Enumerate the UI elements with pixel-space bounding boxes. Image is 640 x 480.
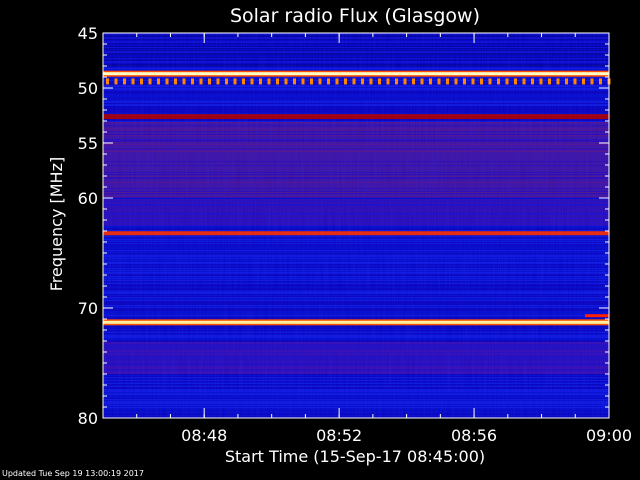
pulse-mark (318, 78, 322, 85)
pulse-mark (182, 78, 186, 85)
pulse-mark (437, 78, 441, 85)
pulse-mark (463, 78, 466, 85)
pulse-mark (344, 78, 347, 85)
pulse-mark (412, 78, 415, 85)
pulse-mark (420, 78, 424, 85)
pulse-mark (233, 78, 237, 85)
pulse-mark (369, 78, 373, 85)
pulse-mark (590, 78, 594, 85)
updated-timestamp: Updated Tue Sep 19 13:00:19 2017 (2, 469, 144, 478)
pulse-mark (284, 78, 288, 85)
band (103, 114, 609, 120)
pulse-mark (361, 78, 364, 85)
pulse-mark (148, 78, 152, 85)
pulsed-band (106, 78, 611, 85)
y-tick-label: 70 (78, 299, 98, 318)
chart-title: Solar radio Flux (Glasgow) (230, 5, 480, 27)
y-tick-label: 55 (78, 134, 98, 153)
pulse-mark (403, 78, 407, 85)
band-core (103, 320, 609, 324)
pulse-mark (488, 78, 492, 85)
pulse-mark (276, 78, 279, 85)
pulse-mark (157, 78, 160, 85)
pulse-mark (225, 78, 228, 85)
band-core (103, 72, 609, 76)
frequency-bands (103, 70, 611, 326)
pulse-mark (548, 78, 551, 85)
pulse-mark (565, 78, 568, 85)
x-tick-label: 08:56 (451, 426, 497, 445)
pulse-mark (335, 78, 339, 85)
pulse-mark (505, 78, 509, 85)
pulse-mark (140, 78, 143, 85)
pulse-mark (454, 78, 458, 85)
pulse-mark (310, 78, 313, 85)
pulse-mark (327, 78, 330, 85)
pulse-mark (522, 78, 526, 85)
band-segment (585, 314, 609, 318)
y-tick-label: 80 (78, 409, 98, 428)
y-axis-label: Frequency [MHz] (47, 157, 66, 291)
pulse-mark (378, 78, 381, 85)
pulse-mark (514, 78, 517, 85)
pulse-mark (539, 78, 543, 85)
pulse-mark (556, 78, 560, 85)
pulse-mark (386, 78, 390, 85)
pulse-mark (250, 78, 254, 85)
y-tick-label: 50 (78, 79, 98, 98)
pulse-mark (599, 78, 602, 85)
pulse-mark (191, 78, 194, 85)
pulse-mark (208, 78, 211, 85)
x-tick-label: 08:48 (181, 426, 227, 445)
x-tick-label: 09:00 (586, 426, 632, 445)
pulse-mark (497, 78, 500, 85)
pulse-mark (123, 78, 126, 85)
axes: 45 50 55 60 70 80 08:48 08:52 08:56 09:00 (78, 24, 632, 445)
pulse-mark (471, 78, 475, 85)
pulse-mark (301, 78, 305, 85)
pulse-mark (165, 78, 169, 85)
pulse-mark (352, 78, 356, 85)
pulse-mark (259, 78, 262, 85)
noise-texture (103, 33, 609, 418)
pulse-mark (395, 78, 398, 85)
pulse-mark (480, 78, 483, 85)
pulse-mark (216, 78, 220, 85)
pulse-mark (573, 78, 577, 85)
pulse-mark (267, 78, 271, 85)
x-axis-label: Start Time (15-Sep-17 08:45:00) (225, 447, 485, 466)
band (103, 231, 609, 236)
pulse-mark (114, 78, 118, 85)
pulse-mark (106, 78, 109, 85)
x-tick-label: 08:52 (316, 426, 362, 445)
pulse-mark (582, 78, 585, 85)
pulse-mark (174, 78, 177, 85)
y-tick-label: 60 (78, 189, 98, 208)
plot-frame (102, 32, 610, 419)
pulse-mark (199, 78, 203, 85)
pulse-mark (531, 78, 534, 85)
pulse-mark (242, 78, 245, 85)
y-tick-label: 45 (78, 24, 98, 43)
pulse-mark (293, 78, 296, 85)
noise-overlay (103, 33, 609, 418)
pulse-mark (446, 78, 449, 85)
pulse-mark (429, 78, 432, 85)
pulse-mark (131, 78, 135, 85)
